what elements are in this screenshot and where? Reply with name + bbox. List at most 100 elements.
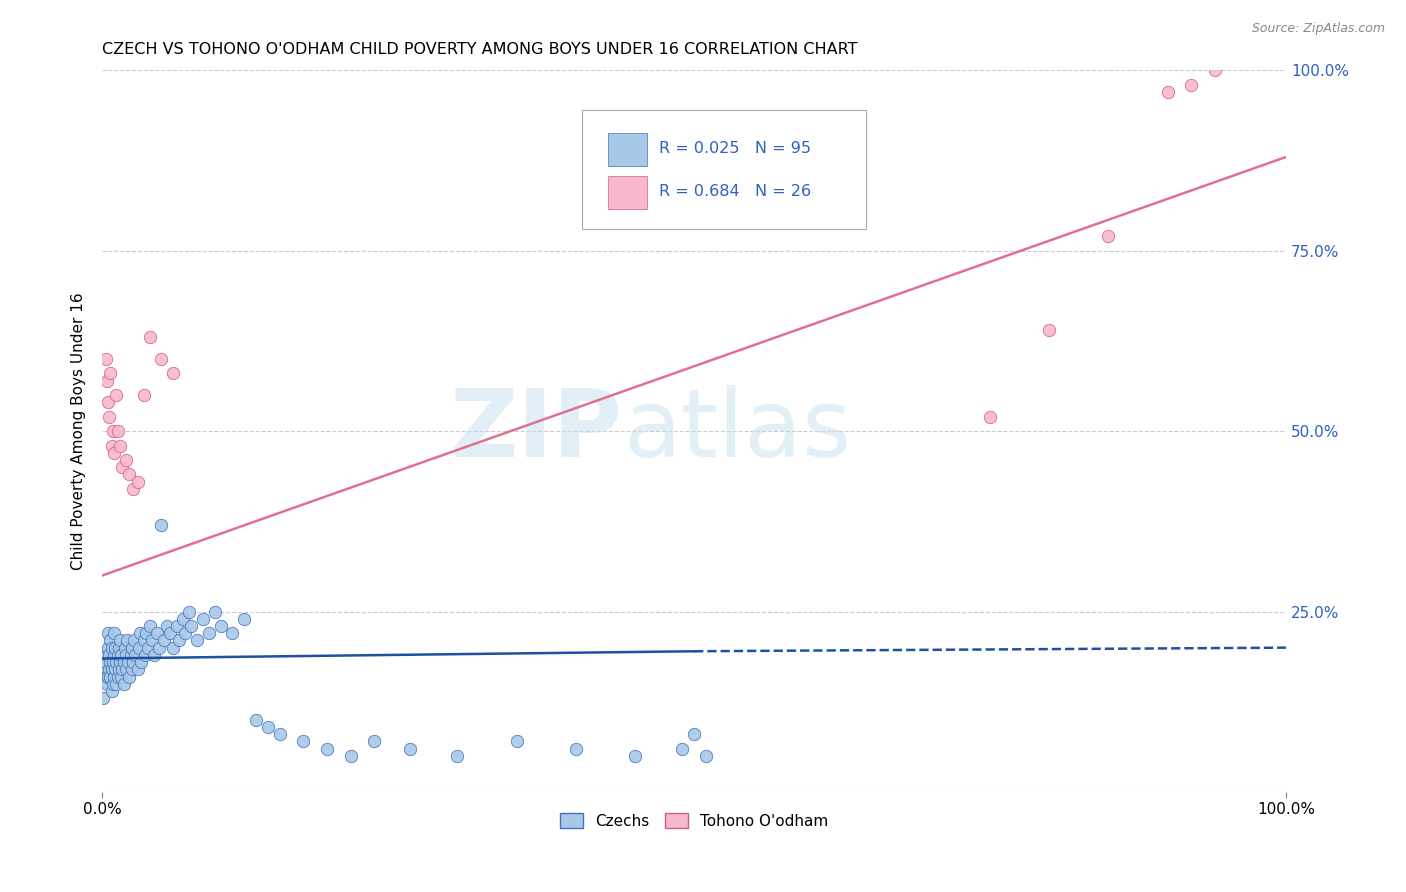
Text: CZECH VS TOHONO O'ODHAM CHILD POVERTY AMONG BOYS UNDER 16 CORRELATION CHART: CZECH VS TOHONO O'ODHAM CHILD POVERTY AM… [103,42,858,57]
Point [94,352,117,367]
Point [101,677,124,691]
Point [316,741,339,756]
Point [132,388,155,402]
Point [98,662,121,676]
Point [340,748,363,763]
Point [134,648,156,662]
Point [103,626,125,640]
Point [104,640,127,655]
Point [115,453,138,467]
Point [269,727,291,741]
Point [100,439,122,453]
Point [695,748,717,763]
Point [399,741,422,756]
Point [148,640,170,655]
Point [103,648,125,662]
Point [110,648,132,662]
Point [177,605,200,619]
FancyBboxPatch shape [582,110,866,229]
Point [103,669,125,683]
FancyBboxPatch shape [607,133,647,166]
Point [209,619,232,633]
Point [128,640,150,655]
Point [107,662,129,676]
Point [505,734,527,748]
Text: R = 0.684   N = 26: R = 0.684 N = 26 [658,184,811,199]
Point [100,669,122,683]
Point [446,748,468,763]
Point [98,409,121,424]
Point [363,734,385,748]
Point [100,367,122,381]
Point [94,669,117,683]
Point [108,439,131,453]
Point [108,655,131,669]
Point [96,677,118,691]
Point [671,741,693,756]
Point [101,655,124,669]
Point [112,677,135,691]
Point [135,626,157,640]
Point [683,727,706,741]
Point [1180,78,1202,92]
Point [108,633,131,648]
Text: ZIP: ZIP [450,385,623,477]
Point [152,633,174,648]
Point [107,640,129,655]
Point [112,655,135,669]
Point [624,748,647,763]
Point [98,648,121,662]
Point [103,446,125,460]
Point [105,655,128,669]
Point [204,605,226,619]
Point [124,648,146,662]
Point [172,612,194,626]
Point [97,669,120,683]
Point [138,330,160,344]
Point [104,662,127,676]
Point [93,691,115,706]
Point [191,612,214,626]
Point [138,619,160,633]
Point [100,662,122,676]
Point [233,612,256,626]
Point [186,633,208,648]
Point [100,640,122,655]
Point [97,395,120,409]
Point [96,648,118,662]
Point [122,633,145,648]
Point [292,734,315,748]
Point [167,633,190,648]
Point [564,741,586,756]
Point [118,669,141,683]
Point [115,648,138,662]
Point [145,626,167,640]
Point [127,475,149,489]
Point [150,518,173,533]
Point [120,648,142,662]
Point [257,720,280,734]
Point [1038,323,1060,337]
Text: R = 0.025   N = 95: R = 0.025 N = 95 [658,141,811,156]
Point [174,626,197,640]
Point [121,640,143,655]
Point [132,633,155,648]
Point [180,619,202,633]
Point [127,662,149,676]
Point [107,669,129,683]
Point [122,482,145,496]
Point [1097,229,1119,244]
Point [105,677,128,691]
Y-axis label: Child Poverty Among Boys Under 16: Child Poverty Among Boys Under 16 [72,293,86,570]
Point [245,713,267,727]
Point [100,633,122,648]
Point [110,669,132,683]
Point [105,388,128,402]
FancyBboxPatch shape [607,177,647,209]
Point [156,619,179,633]
Point [101,424,124,438]
Point [1156,85,1178,99]
Point [197,626,219,640]
Point [97,626,120,640]
Point [97,640,120,655]
